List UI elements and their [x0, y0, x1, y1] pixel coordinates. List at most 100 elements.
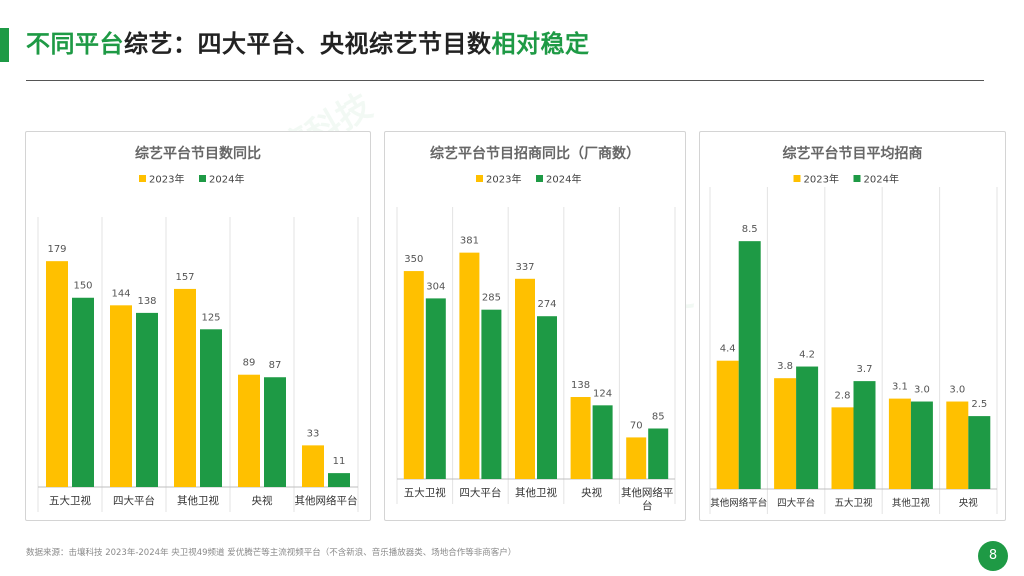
x-tick-label: 央视 [252, 494, 273, 507]
x-tick-label: 四大平台 [113, 494, 155, 507]
bar-2023年-央视 [238, 374, 260, 487]
data-label-2024年-四大平台: 285 [482, 293, 501, 304]
legend-swatch-2023年 [793, 175, 801, 182]
data-label-2023年-五大卫视: 2.8 [835, 390, 851, 401]
bar-2024年-其他网络平台 [738, 241, 761, 489]
bar-2023年-五大卫视 [403, 271, 424, 479]
data-label-2023年-四大平台: 3.8 [777, 361, 793, 372]
x-tick-label-line1: 其他网络平 [621, 486, 674, 499]
data-label-2023年-其他卫视: 337 [515, 262, 534, 273]
bar-2024年-四大平台 [481, 309, 502, 479]
legend-swatch-2024年 [536, 175, 543, 182]
x-tick-label: 其他网络平台 [710, 497, 767, 509]
bar-2024年-五大卫视 [853, 381, 876, 489]
data-label-2023年-央视: 89 [243, 358, 256, 369]
x-tick-label: 五大卫视 [834, 497, 873, 509]
data-label-2024年-五大卫视: 3.7 [857, 364, 873, 375]
legend-label-2023年: 2023年 [804, 173, 839, 186]
title-accent-bar [0, 28, 9, 62]
data-label-2024年-央视: 87 [269, 360, 282, 371]
legend-swatch-2023年 [139, 175, 146, 182]
data-label-2024年-五大卫视: 304 [426, 281, 445, 292]
bar-2023年-四大平台 [459, 252, 480, 479]
bar-2023年-其他卫视 [515, 278, 535, 479]
legend-swatch-2024年 [199, 175, 206, 182]
data-source-note: 数据来源：击壤科技 2023年-2024年 央卫视49频道 爱优腾芒等主流视频平… [26, 548, 517, 558]
data-label-2024年-其他卫视: 274 [537, 299, 556, 310]
chart-avg-sponsor: 综艺平台节目平均招商 2023年 2024年 4.4 8.5 其他网络平台 3.8 4.2 四大… [709, 145, 998, 514]
data-label-2023年-四大平台: 144 [111, 288, 130, 299]
bar-2024年-其他网络平台 [648, 428, 669, 479]
page-number-badge: 8 [978, 541, 1008, 571]
data-label-2024年-其他卫视: 125 [201, 312, 220, 323]
legend-label-2023年: 2023年 [486, 173, 521, 186]
bar-2024年-四大平台 [796, 366, 819, 489]
bar-2023年-其他网络平台 [302, 445, 324, 487]
bar-2024年-其他卫视 [910, 401, 933, 489]
bar-2023年-四大平台 [110, 305, 132, 487]
bar-2024年-五大卫视 [72, 297, 94, 487]
data-label-2024年-央视: 124 [593, 388, 612, 399]
bar-2023年-央视 [946, 401, 969, 489]
legend-label-2023年: 2023年 [149, 173, 184, 186]
legend-label-2024年: 2024年 [864, 173, 899, 186]
bar-2024年-其他网络平台 [328, 473, 350, 487]
data-label-2023年-五大卫视: 350 [404, 254, 423, 265]
chart-panel-program-count: 综艺平台节目数同比 2023年 2024年 179 150 五大卫视 144 138 四大平台 1… [25, 131, 371, 521]
x-tick-label: 其他卫视 [515, 486, 557, 499]
bar-2023年-其他卫视 [888, 398, 911, 489]
legend-label-2024年: 2024年 [209, 173, 244, 186]
legend-label-2024年: 2024年 [546, 173, 581, 186]
bar-2023年-央视 [570, 397, 591, 479]
data-label-2023年-其他网络平台: 33 [307, 428, 320, 439]
chart-panel-avg-sponsor: 综艺平台节目平均招商 2023年 2024年 4.4 8.5 其他网络平台 3.8 4.2 四大… [699, 131, 1006, 521]
bar-2023年-其他网络平台 [626, 437, 647, 479]
bar-2024年-四大平台 [136, 312, 158, 487]
bar-2023年-四大平台 [774, 378, 797, 489]
bar-2023年-五大卫视 [46, 261, 68, 487]
x-tick-label: 四大平台 [459, 486, 501, 499]
data-label-2024年-其他网络平台: 8.5 [742, 224, 758, 235]
chart-title: 综艺平台节目平均招商 [783, 145, 923, 162]
bar-2024年-其他卫视 [537, 316, 557, 479]
data-label-2023年-其他卫视: 157 [175, 272, 194, 283]
data-label-2023年-央视: 138 [571, 380, 590, 391]
title-part-3: 相对稳定 [491, 30, 590, 58]
chart-program-count: 综艺平台节目数同比 2023年 2024年 179 150 五大卫视 144 138 四大平台 1… [37, 145, 359, 512]
data-label-2024年-四大平台: 4.2 [799, 350, 815, 361]
chart-title: 综艺平台节目数同比 [135, 145, 261, 162]
bar-2023年-其他网络平台 [716, 360, 739, 489]
data-label-2024年-五大卫视: 150 [73, 281, 92, 292]
x-tick-label: 五大卫视 [404, 486, 446, 499]
chart-panel-sponsor-count: 综艺平台节目招商同比（厂商数） 2023年 2024年 350 304 五大卫视 381 28… [384, 131, 686, 521]
data-label-2023年-其他网络平台: 70 [630, 420, 643, 431]
x-tick-label: 其他卫视 [177, 494, 219, 507]
data-label-2023年-其他卫视: 3.1 [892, 382, 908, 393]
bar-2023年-其他卫视 [174, 288, 196, 487]
bar-2023年-五大卫视 [831, 407, 854, 489]
chart-sponsor-count: 综艺平台节目招商同比（厂商数） 2023年 2024年 350 304 五大卫视 381 28… [396, 145, 676, 512]
data-label-2024年-央视: 2.5 [971, 399, 987, 410]
data-label-2023年-其他网络平台: 4.4 [720, 344, 736, 355]
x-tick-label: 其他网络平台 [295, 494, 358, 507]
page-title: 不同平台综艺：四大平台、央视综艺节目数相对稳定 [26, 26, 590, 62]
data-label-2024年-四大平台: 138 [137, 296, 156, 307]
data-label-2023年-央视: 3.0 [949, 385, 965, 396]
data-label-2024年-其他网络平台: 85 [652, 412, 665, 423]
chart-title: 综艺平台节目招商同比（厂商数） [430, 145, 640, 162]
x-tick-label: 其他卫视 [892, 497, 931, 509]
title-part-2: 综艺：四大平台、央视综艺节目数 [124, 30, 492, 58]
data-label-2023年-五大卫视: 179 [47, 244, 66, 255]
x-tick-label: 四大平台 [777, 497, 815, 509]
legend-swatch-2024年 [853, 175, 861, 182]
bar-2024年-央视 [968, 416, 991, 489]
data-label-2024年-其他网络平台: 11 [333, 456, 346, 467]
x-tick-label: 央视 [959, 497, 979, 509]
title-divider [26, 80, 984, 81]
title-part-1: 不同平台 [26, 30, 124, 58]
bar-2024年-其他卫视 [200, 329, 222, 487]
bar-2024年-央视 [264, 377, 286, 487]
legend-swatch-2023年 [476, 175, 483, 182]
x-tick-label-line2: 台 [642, 499, 653, 512]
data-label-2023年-四大平台: 381 [460, 236, 479, 247]
